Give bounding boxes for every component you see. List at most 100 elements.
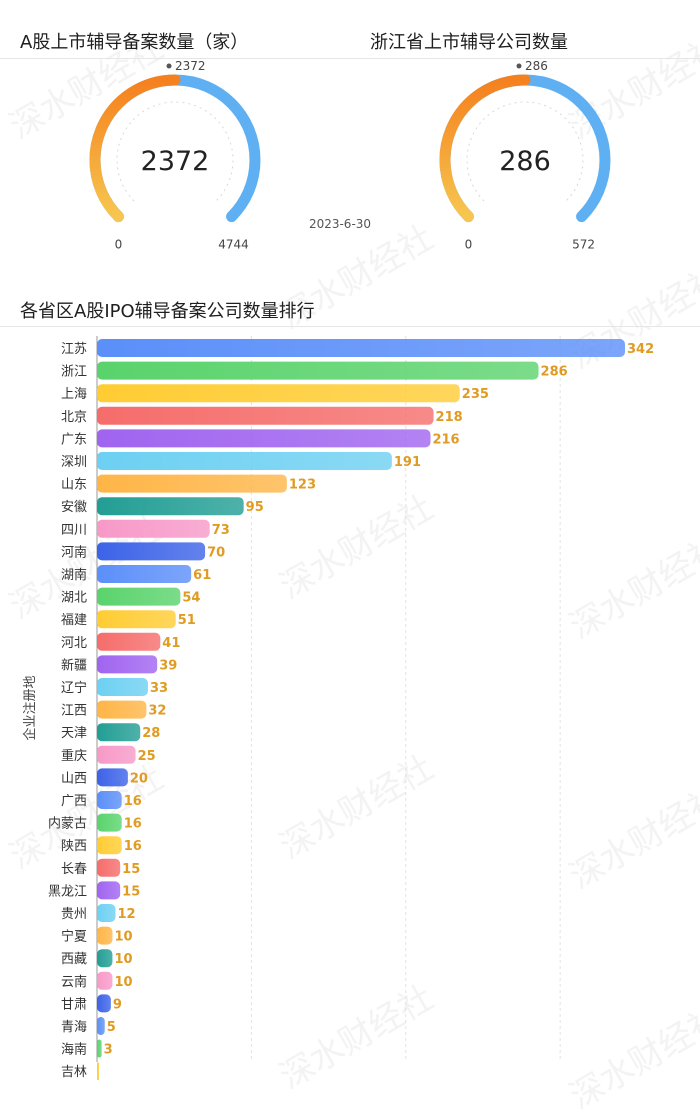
bar[interactable] xyxy=(97,587,181,606)
bar[interactable] xyxy=(97,361,539,380)
category-label: 江苏 xyxy=(61,341,87,357)
category-label: 内蒙古 xyxy=(48,816,87,832)
value-label: 25 xyxy=(138,749,156,764)
value-label: 41 xyxy=(162,636,180,651)
bar[interactable] xyxy=(97,610,176,629)
bar[interactable] xyxy=(97,768,128,787)
value-label: 216 xyxy=(432,432,459,447)
bar[interactable] xyxy=(97,971,113,990)
category-label: 新疆 xyxy=(61,657,87,673)
value-label: 16 xyxy=(124,794,142,809)
bar[interactable] xyxy=(97,339,625,357)
category-label: 江西 xyxy=(61,704,87,719)
bar[interactable] xyxy=(97,429,431,448)
gauge-min-label: 0 xyxy=(465,238,473,252)
value-label: 54 xyxy=(182,591,200,606)
bar[interactable] xyxy=(97,474,287,493)
category-label: 陕西 xyxy=(61,839,87,854)
value-label: 61 xyxy=(193,568,211,583)
category-label: 青海 xyxy=(61,1020,87,1035)
value-label: 235 xyxy=(462,387,489,402)
category-label: 贵州 xyxy=(61,907,87,922)
category-label: 宁夏 xyxy=(61,929,87,945)
value-label: 70 xyxy=(207,545,225,560)
category-label: 广西 xyxy=(61,794,87,809)
category-label: 辽宁 xyxy=(61,680,87,696)
value-label: 33 xyxy=(150,681,168,696)
value-label: 342 xyxy=(627,342,654,357)
value-label: 28 xyxy=(142,726,160,741)
category-label: 海南 xyxy=(61,1042,87,1058)
bar[interactable] xyxy=(97,881,121,900)
gauges-group: 2372 2372 0 4744 286 286 0 572 xyxy=(89,59,611,252)
value-label: 12 xyxy=(118,907,136,922)
value-label: 16 xyxy=(124,817,142,832)
category-label: 吉林 xyxy=(61,1065,87,1080)
bar[interactable] xyxy=(97,452,392,470)
bar[interactable] xyxy=(97,700,147,719)
gauge-2-title: 浙江省上市辅导公司数量 xyxy=(370,32,568,53)
gauge-max-label: 572 xyxy=(572,238,595,252)
bar[interactable] xyxy=(97,519,210,538)
bar[interactable] xyxy=(97,813,122,832)
value-label: 10 xyxy=(114,952,132,967)
bar[interactable] xyxy=(97,858,121,877)
bar[interactable] xyxy=(97,745,136,764)
value-label: 3 xyxy=(104,1043,113,1058)
category-label: 上海 xyxy=(61,387,87,402)
gauge-marker-label: 286 xyxy=(525,59,548,73)
value-label: 191 xyxy=(394,455,421,470)
gauge-value: 2372 xyxy=(141,146,210,177)
bar[interactable] xyxy=(97,1062,99,1081)
bar[interactable] xyxy=(97,655,158,674)
value-label: 10 xyxy=(114,975,132,990)
category-label: 广东 xyxy=(61,432,87,447)
bar[interactable] xyxy=(97,836,122,855)
bar[interactable] xyxy=(97,1039,102,1058)
bar[interactable] xyxy=(97,678,148,696)
category-label: 福建 xyxy=(61,613,87,628)
gauge-marker-dot xyxy=(516,63,522,69)
divider xyxy=(0,326,700,327)
category-label: 重庆 xyxy=(61,748,87,764)
value-label: 39 xyxy=(159,658,177,673)
value-label: 9 xyxy=(113,997,122,1012)
bar[interactable] xyxy=(97,542,206,561)
bar[interactable] xyxy=(97,632,161,651)
category-label: 北京 xyxy=(61,410,87,425)
bar[interactable] xyxy=(97,406,434,425)
gauge-progress xyxy=(439,74,531,223)
bar[interactable] xyxy=(97,949,113,968)
value-label: 286 xyxy=(541,365,568,380)
category-label: 湖北 xyxy=(61,591,87,606)
gauge-marker-dot xyxy=(166,63,172,69)
bar[interactable] xyxy=(97,791,122,809)
bar[interactable] xyxy=(97,1017,105,1035)
gauge-min-label: 0 xyxy=(115,238,123,252)
bar[interactable] xyxy=(97,926,113,945)
category-label: 山西 xyxy=(61,771,87,786)
divider xyxy=(0,58,700,59)
gauge-1-title: A股上市辅导备案数量（家） xyxy=(20,32,249,53)
category-label: 甘肃 xyxy=(61,997,87,1012)
value-label: 10 xyxy=(114,930,132,945)
category-label: 深圳 xyxy=(61,455,87,470)
bar[interactable] xyxy=(97,904,116,922)
value-label: 123 xyxy=(289,478,316,493)
bar[interactable] xyxy=(97,565,192,583)
category-label: 安徽 xyxy=(61,500,87,515)
value-label: 95 xyxy=(246,500,264,515)
bar[interactable] xyxy=(97,497,244,516)
chart-canvas: 2372 2372 0 4744 286 286 0 572 江苏 342 浙江 286 上海 235 北… xyxy=(22,59,654,1081)
value-label: 73 xyxy=(212,523,230,538)
category-label: 云南 xyxy=(61,974,87,990)
category-label: 山东 xyxy=(61,478,87,493)
category-label: 天津 xyxy=(61,726,87,741)
bar[interactable] xyxy=(97,994,111,1013)
gauge-value: 286 xyxy=(499,146,551,177)
value-label: 16 xyxy=(124,839,142,854)
bar[interactable] xyxy=(97,384,460,403)
bar[interactable] xyxy=(97,723,141,742)
gauge-marker-label: 2372 xyxy=(175,59,206,73)
